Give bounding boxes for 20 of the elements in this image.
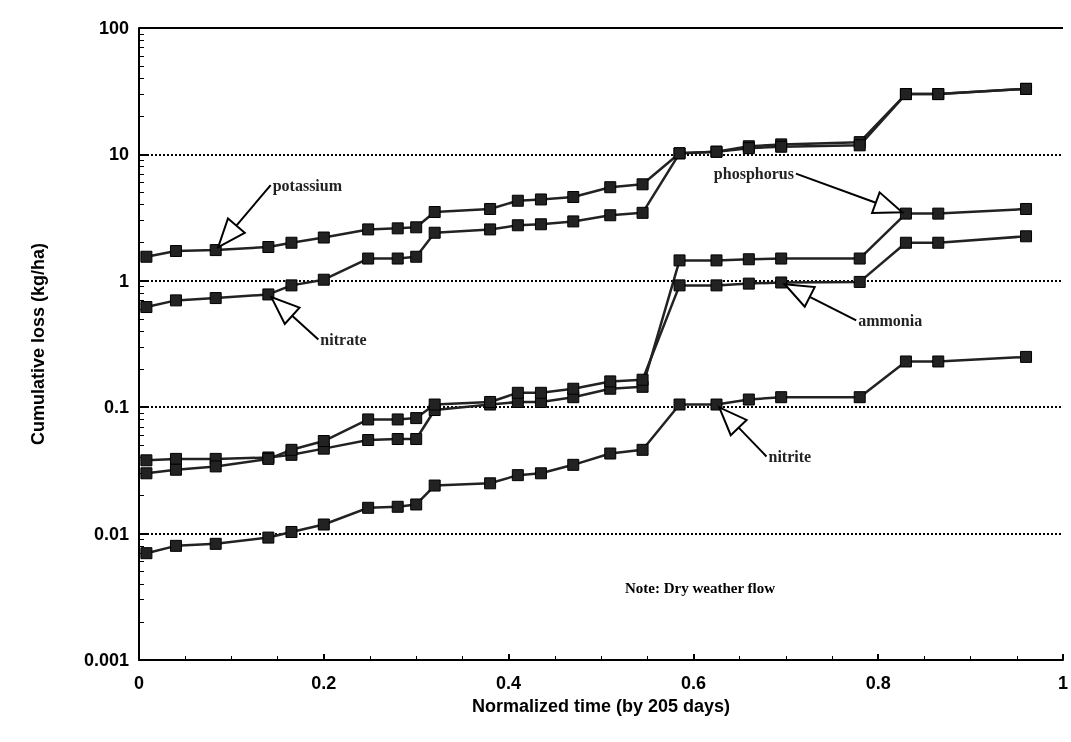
x-tick-label: 0.8 [865,673,891,693]
y-tick-label: 10 [108,144,129,165]
y-tick-label: 0.001 [83,650,129,670]
x-tick-label: 0.2 [311,673,337,693]
text: phosphorus [713,165,794,184]
y-tick-label: 0.01 [93,523,129,544]
x-tick-label: 0 [133,673,145,693]
x-tick-label: 1 [1057,673,1068,693]
text: nitrate [320,330,367,348]
y-axis-title: Cumulative loss (kg/ha) [28,242,48,446]
y-tick-label: 0.1 [103,397,129,418]
x-axis-title: Normalized time (by 205 days) [471,695,731,716]
series-label: ammonia [858,311,923,329]
text: nitrite [768,448,812,466]
x-tick-label: 0.4 [496,673,522,693]
y-tick-label: 100 [98,18,129,38]
y-tick-label: 1 [118,270,129,291]
text: potassium [272,176,343,195]
x-tick-label: 0.6 [680,673,706,693]
annotation: Note: Dry weather flow [624,580,776,596]
